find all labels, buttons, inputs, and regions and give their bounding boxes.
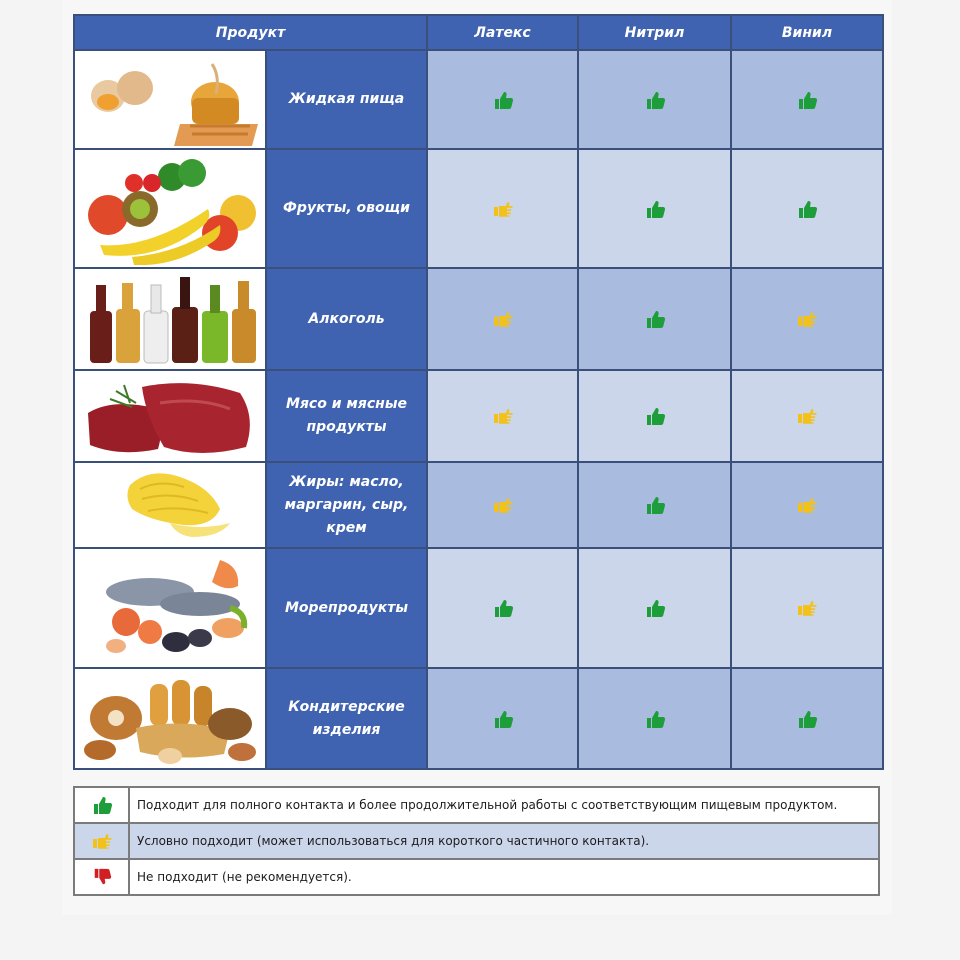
legend-conditional-text: Условно подходит (может использоваться д…	[128, 822, 880, 860]
thumbs-up-icon	[644, 309, 666, 328]
nitrile-cell	[577, 667, 732, 770]
vinyl-cell	[730, 267, 884, 371]
hand-pointing-icon	[492, 198, 514, 217]
hand-pointing-icon	[492, 406, 514, 425]
legend-unsuitable-text: Не подходит (не рекомендуется).	[128, 858, 880, 896]
table-row: Жидкая пища	[73, 49, 884, 150]
legend-icon-cell	[73, 786, 130, 824]
product-name: Фрукты, овощи	[265, 148, 428, 269]
seafood-image	[106, 560, 248, 653]
hand-pointing-icon	[492, 495, 514, 514]
product-image-cell	[73, 547, 267, 669]
legend-table: Подходит для полного контакта и более пр…	[73, 786, 880, 896]
thumbs-up-icon	[492, 708, 514, 728]
vinyl-cell	[730, 148, 884, 269]
thumbs-up-icon	[796, 708, 818, 728]
header-product: Продукт	[73, 14, 428, 51]
product-image-cell	[73, 267, 267, 371]
legend-row-conditional: Условно подходит (может использоваться д…	[73, 822, 880, 860]
hand-pointing-icon	[796, 598, 818, 617]
thumbs-up-icon	[644, 198, 666, 218]
pastry-image	[84, 679, 256, 764]
nitrile-cell	[577, 148, 732, 269]
latex-cell	[426, 267, 579, 371]
product-name: Мясо и мясные продукты	[265, 369, 428, 463]
vinyl-cell	[730, 547, 884, 669]
table-row: Жиры: масло, маргарин, сыр, крем	[73, 461, 884, 549]
product-name: Кондитерские изделия	[265, 667, 428, 770]
vinyl-cell	[730, 461, 884, 549]
product-name: Жиры: масло, маргарин, сыр, крем	[265, 461, 428, 549]
thumbs-up-icon	[796, 89, 818, 109]
product-image-cell	[73, 148, 267, 269]
hand-pointing-icon	[492, 309, 514, 328]
table-header-row: Продукт Латекс Нитрил Винил	[73, 14, 884, 51]
compatibility-table: Продукт Латекс Нитрил Винил Жидкая	[73, 14, 884, 770]
thumbs-up-icon	[492, 598, 514, 617]
vinyl-cell	[730, 49, 884, 150]
nitrile-cell	[577, 461, 732, 549]
fruits-vegetables-image	[88, 158, 256, 265]
nitrile-cell	[577, 547, 732, 669]
header-vinyl: Винил	[730, 14, 884, 51]
butter-image	[127, 473, 230, 537]
hand-pointing-icon	[796, 309, 818, 328]
vinyl-cell	[730, 369, 884, 463]
latex-cell	[426, 461, 579, 549]
nitrile-cell	[577, 369, 732, 463]
nitrile-cell	[577, 267, 732, 371]
latex-cell	[426, 369, 579, 463]
table-row: Кондитерские изделия	[73, 667, 884, 770]
product-name: Алкоголь	[265, 267, 428, 371]
hand-pointing-icon	[796, 406, 818, 425]
product-image-cell	[73, 49, 267, 150]
thumbs-up-icon	[644, 598, 666, 617]
hand-pointing-icon	[796, 495, 818, 514]
thumbs-up-icon	[796, 198, 818, 218]
legend-icon-cell	[73, 822, 130, 860]
latex-cell	[426, 547, 579, 669]
alcohol-bottles-image	[90, 277, 256, 364]
legend-row-unsuitable: Не подходит (не рекомендуется).	[73, 858, 880, 896]
table-row: Алкоголь	[73, 267, 884, 371]
liquid-food-image	[91, 62, 258, 146]
thumbs-down-icon	[92, 867, 112, 886]
product-name: Жидкая пища	[265, 49, 428, 150]
thumbs-up-icon	[644, 89, 666, 109]
latex-cell	[426, 49, 579, 150]
thumbs-up-icon	[91, 795, 113, 814]
table-row: Морепродукты	[73, 547, 884, 669]
legend-icon-cell	[73, 858, 130, 896]
legend-row-suitable: Подходит для полного контакта и более пр…	[73, 786, 880, 824]
header-nitrile: Нитрил	[577, 14, 732, 51]
latex-cell	[426, 667, 579, 770]
thumbs-up-icon	[644, 495, 666, 514]
header-latex: Латекс	[426, 14, 579, 51]
product-name: Морепродукты	[265, 547, 428, 669]
thumbs-up-icon	[644, 406, 666, 425]
nitrile-cell	[577, 49, 732, 150]
table-row: Мясо и мясные продукты	[73, 369, 884, 463]
product-image-cell	[73, 369, 267, 463]
thumbs-up-icon	[492, 89, 514, 109]
legend-suitable-text: Подходит для полного контакта и более пр…	[128, 786, 880, 824]
latex-cell	[426, 148, 579, 269]
vinyl-cell	[730, 667, 884, 770]
thumbs-up-icon	[644, 708, 666, 728]
meat-image	[88, 383, 250, 453]
product-image-cell	[73, 667, 267, 770]
hand-pointing-icon	[91, 831, 113, 850]
product-image-cell	[73, 461, 267, 549]
table-row: Фрукты, овощи	[73, 148, 884, 269]
